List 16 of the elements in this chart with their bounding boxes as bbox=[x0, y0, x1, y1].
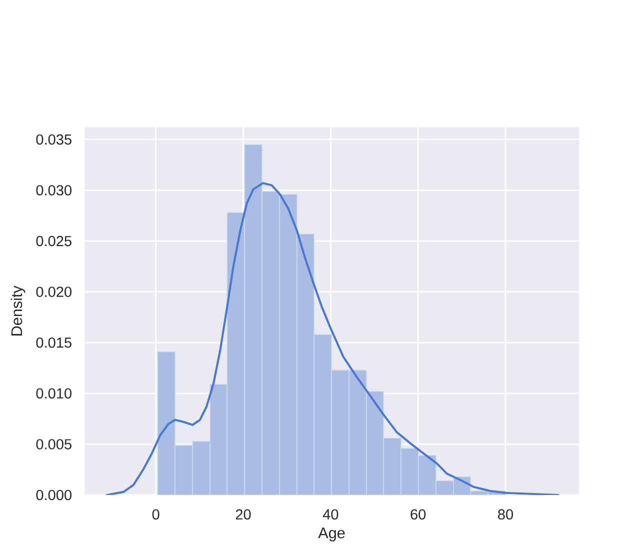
x-tick-label: 20 bbox=[236, 509, 251, 520]
y-axis-title: Density bbox=[10, 286, 26, 336]
y-tick-label: 0.010 bbox=[36, 388, 72, 399]
line-series bbox=[106, 182, 560, 495]
x-tick-label: 80 bbox=[498, 509, 513, 520]
y-tick-label: 0.005 bbox=[36, 439, 72, 450]
y-tick-label: 0.025 bbox=[36, 236, 72, 246]
y-tick-label: 0.020 bbox=[36, 286, 72, 297]
x-tick-label: 0 bbox=[152, 509, 160, 520]
y-tick-label: 0.015 bbox=[36, 338, 72, 348]
x-tick-label: 60 bbox=[410, 509, 426, 520]
x-tick-label: 40 bbox=[322, 509, 338, 520]
y-tick-label: 0.030 bbox=[36, 185, 72, 196]
y-tick-label: 0.035 bbox=[36, 134, 72, 145]
x-axis-title: Age bbox=[318, 528, 345, 542]
y-tick-label: 0.000 bbox=[36, 490, 72, 500]
